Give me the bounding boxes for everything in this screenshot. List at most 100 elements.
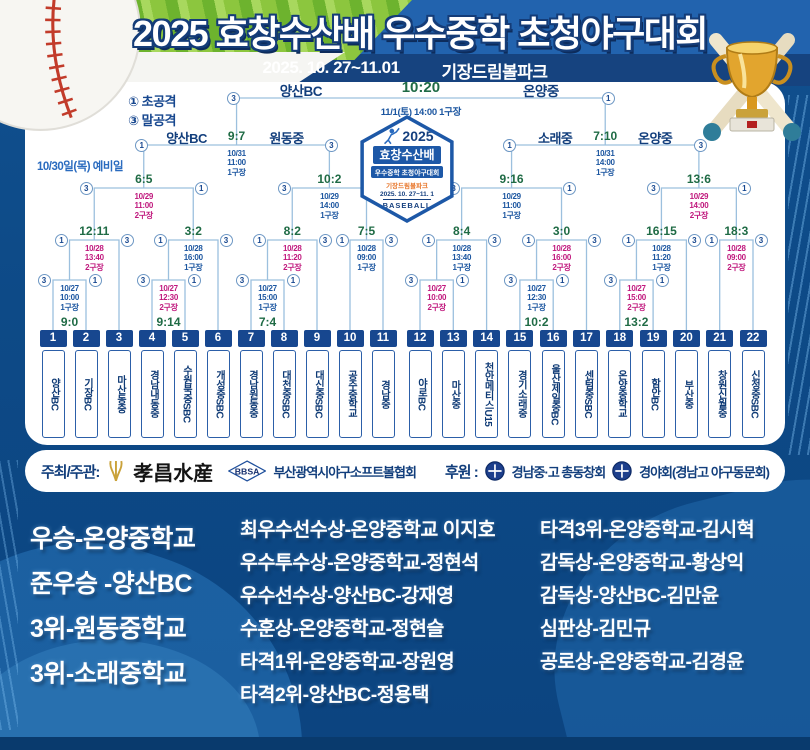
match-schedule: 10/28 16:00 2구장: [552, 244, 571, 272]
final-schedule: 11/1(토) 14:00 1구장: [380, 107, 462, 118]
team-name: 경남원동중: [239, 350, 263, 438]
match-score: 12:11: [79, 224, 110, 238]
match-score: 8:4: [452, 224, 471, 238]
match-schedule: 10/31 11:00 1구장: [227, 149, 246, 177]
team-name: 온양중학교: [608, 350, 632, 438]
standing-line: 3위-원동중학교: [30, 615, 187, 643]
batter-icon: [384, 127, 401, 145]
attack-order-badge: 3: [79, 181, 93, 195]
award-line: 수훈상-온양중학교-정현슬: [240, 618, 444, 640]
attack-order-badge: 1: [455, 273, 469, 287]
attack-order-badge: 1: [286, 273, 300, 287]
school-emblem-icon: [484, 461, 505, 481]
team-name: 수원북중SBC: [173, 350, 197, 438]
team-number: 2: [72, 330, 100, 347]
host-label: 주최/주관:: [41, 463, 100, 481]
attack-order-badge: 3: [277, 181, 291, 195]
team-name: 함안BC: [641, 350, 665, 438]
match-score: 3:2: [184, 224, 202, 238]
match-schedule: 10/27 12:30 1구장: [527, 284, 547, 312]
team-number: 13: [439, 330, 467, 347]
match-schedule: 10/29 14:00 2구장: [689, 192, 709, 220]
attack-order-badge: 1: [88, 273, 102, 287]
team-number: 19: [639, 330, 667, 347]
team-number: 16: [539, 330, 567, 347]
team-name: 마산중: [441, 350, 465, 438]
reserve-day-note: 10/30일(목) 예비일: [37, 161, 124, 173]
background-decoration: [0, 460, 18, 730]
team-number: 14: [473, 330, 501, 347]
attack-order-badge: 3: [37, 273, 51, 287]
match-score: 9:0: [60, 315, 79, 329]
legend-first-attack: ① 초공격: [128, 94, 177, 109]
attack-order-badge: 1: [555, 273, 569, 287]
attack-order-badge: 1: [154, 233, 167, 247]
match-schedule: 10/27 15:00 2구장: [626, 284, 646, 312]
team-name: 경남내동중: [140, 350, 164, 438]
attack-order-badge: 1: [705, 233, 719, 247]
team-number: 18: [606, 330, 634, 347]
attack-order-badge: 3: [588, 233, 601, 247]
team-number: 20: [672, 330, 700, 347]
match-score: 9:14: [156, 315, 181, 329]
team-number: 6: [204, 330, 232, 347]
match-score: 9:16: [499, 172, 524, 186]
attack-order-badge: 3: [754, 233, 768, 247]
match-team-label: 온양중: [638, 131, 673, 146]
badge-cup-name: 효창수산배: [373, 146, 441, 164]
attack-order-badge: 3: [219, 233, 233, 247]
team-number: 1: [39, 330, 67, 347]
team-name: 개성중SBC: [206, 350, 230, 438]
bracket-lines: [52, 97, 754, 330]
match-schedule: 10/28 11:20 1구장: [652, 244, 671, 272]
badge-word: BASEBALL: [382, 199, 432, 210]
attack-order-badge: 3: [404, 273, 418, 287]
match-schedule: 10/29 11:00 1구장: [502, 192, 521, 220]
match-score: 6:5: [135, 172, 153, 186]
attack-order-badge: 1: [563, 181, 577, 195]
team-number: 11: [369, 330, 397, 347]
match-schedule: 10/28 13:40 2구장: [84, 244, 104, 272]
attack-order-badge: 3: [324, 138, 338, 152]
team-name: 마산동중: [107, 350, 131, 438]
bracket-panel: 3 1 10/27 10:00 1구장 9:0 3 1 10/27 12:30 2구장 9:1…: [25, 79, 785, 445]
team-number: 9: [303, 330, 331, 347]
team-number: 15: [506, 330, 534, 347]
team-number: 7: [237, 330, 265, 347]
match-team-label: 원동중: [269, 131, 304, 146]
match-schedule: 10/27 10:00 2구장: [427, 284, 447, 312]
award-line: 우수선수상-양산BC-강재영: [240, 585, 454, 607]
match-team-label: 소래중: [538, 131, 573, 146]
match-score: 10:2: [524, 315, 549, 329]
final-team-label: 온양중: [523, 84, 559, 99]
attack-order-badge: 1: [601, 91, 615, 105]
attack-order-badge: 3: [318, 233, 332, 247]
team-name: 양산BC: [41, 350, 65, 438]
school-emblem-icon: [612, 461, 632, 481]
team-name: 대천중SBC: [272, 350, 296, 438]
badge-venue: 기장드림볼파크: [386, 183, 428, 190]
match-score: 13:6: [686, 172, 711, 186]
team-number: 3: [105, 330, 133, 347]
team-number: 21: [706, 330, 734, 347]
attack-order-badge: 1: [655, 273, 669, 287]
match-schedule: 10/28 11:20 2구장: [282, 244, 302, 272]
event-date-range: 2025. 10. 27~11.01: [262, 58, 400, 77]
standing-line: 우승-온양중학교: [30, 525, 196, 553]
attack-order-badge: 3: [646, 181, 660, 195]
final-score: 10:20: [401, 79, 441, 96]
award-line: 타격1위-온양중학교-장원영: [240, 651, 455, 673]
attack-order-badge: 1: [737, 181, 751, 195]
award-line: 감독상-온양중학교-황상익: [540, 552, 744, 574]
baseball-icon: [0, 0, 141, 131]
attack-order-badge: 3: [384, 233, 398, 247]
attack-order-badge: 1: [55, 233, 68, 247]
match-score: 7:4: [258, 315, 277, 329]
attack-order-badge: 1: [522, 233, 536, 247]
tournament-badge-inner: 2025 효창수산배 우수중학 초청야구대회 기장드림볼파크 2025. 10.…: [363, 119, 451, 219]
team-name: 기장BC: [74, 350, 98, 438]
attack-order-badge: 1: [187, 273, 201, 287]
match-schedule: 10/27 12:30 2구장: [159, 284, 178, 312]
award-line: 최우수선수상-온양중학교 이지호: [240, 519, 496, 541]
